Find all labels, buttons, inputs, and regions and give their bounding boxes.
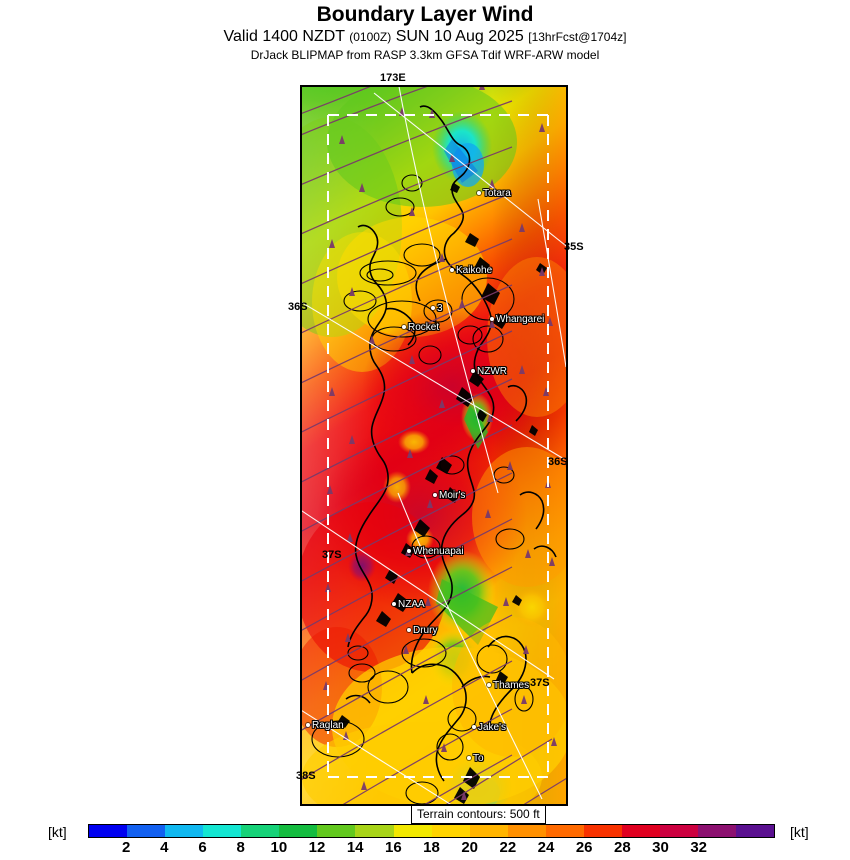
colorbar-swatch	[736, 825, 775, 837]
place-label-layer: Totara Kaikohe 3 Rocket Whangarei NZWR M…	[302, 87, 566, 804]
page-title: Boundary Layer Wind	[316, 3, 534, 26]
place-label: NZAA	[392, 599, 425, 610]
valid-time-line: Valid 1400 NZDT (0100Z) SUN 10 Aug 2025 …	[0, 27, 850, 47]
lat-lon-graticule	[302, 87, 566, 804]
place-marker-dot	[487, 683, 491, 687]
colorbar-tick: 28	[613, 839, 631, 856]
domain-box	[327, 114, 549, 778]
place-marker-dot	[472, 725, 476, 729]
terrain-contour-caption: Terrain contours: 500 ft	[411, 805, 546, 824]
place-marker-dot	[407, 549, 411, 553]
colorbar-swatch	[355, 825, 394, 837]
place-marker-dot	[450, 268, 454, 272]
place-marker-dot	[477, 191, 481, 195]
colorbar-swatch	[621, 825, 660, 837]
colorbar-tick: 10	[270, 839, 288, 856]
place-label: Totara	[477, 188, 511, 199]
colorbar-tick: 20	[461, 839, 478, 856]
place-marker-dot	[407, 628, 411, 632]
place-marker-dot	[392, 602, 396, 606]
colorbar-tick: 24	[537, 839, 555, 856]
colorbar-tick: 18	[423, 839, 440, 856]
wind-field-raster	[302, 87, 566, 804]
place-label: Drury	[407, 625, 437, 636]
colorbar-swatch	[165, 825, 204, 837]
valid-time-local: Valid 1400 NZDT	[223, 28, 345, 45]
grid-label-lon-173e: 173E	[380, 72, 406, 84]
place-label: Thames	[487, 680, 529, 691]
colorbar-tick: 14	[346, 839, 364, 856]
colorbar-swatch	[545, 825, 584, 837]
place-marker-dot	[490, 317, 494, 321]
place-label: Jake's	[472, 722, 506, 733]
colorbar-tick: 12	[308, 839, 326, 856]
colorbar-tick: 16	[384, 839, 402, 856]
wind-map: Totara Kaikohe 3 Rocket Whangarei NZWR M…	[300, 85, 568, 806]
place-marker-dot	[433, 493, 437, 497]
colorbar-swatch	[507, 825, 546, 837]
colorbar-swatch	[317, 825, 356, 837]
terrain-contours	[311, 174, 534, 804]
valid-date: SUN 10 Aug 2025	[395, 28, 524, 45]
place-label: Raglan	[306, 720, 344, 731]
valid-time-utc: (0100Z)	[349, 30, 392, 44]
place-label: Moir's	[433, 490, 465, 501]
forecast-tag: [13hrFcst@1704z]	[528, 30, 627, 44]
place-marker-dot	[431, 306, 435, 310]
colorbar-tick: 26	[575, 839, 593, 856]
place-label: Whangarei	[490, 314, 544, 325]
place-label: Rocket	[402, 322, 439, 333]
place-label: To	[467, 753, 484, 764]
model-description: DrJack BLIPMAP from RASP 3.3km GFSA Tdif…	[250, 48, 600, 62]
colorbar-swatch	[698, 825, 737, 837]
colorbar-swatch	[431, 825, 470, 837]
colorbar-tick: 6	[198, 839, 207, 856]
colorbar-swatch	[279, 825, 318, 837]
colorbar-tick: 8	[236, 839, 245, 856]
colorbar-tick-labels: 2 4 6 8 10 12 14 16 18 20 22 24 26 28 30 32	[88, 839, 775, 859]
wind-speed-colorbar: [kt] [kt] 2 4 6 8 10 12 14 16 18 20 22 24 26 28 30 32	[0, 824, 850, 860]
colorbar-swatch	[469, 825, 508, 837]
colorbar-tick: 2	[121, 839, 131, 856]
colorbar-swatch	[203, 825, 242, 837]
colorbar-tick: 32	[690, 839, 707, 856]
place-marker-dot	[471, 369, 475, 373]
colorbar-swatch	[583, 825, 622, 837]
colorbar-tick: 4	[160, 839, 169, 856]
place-marker-dot	[467, 756, 471, 760]
place-label: Whenuapai	[407, 546, 464, 557]
colorbar-swatch	[393, 825, 432, 837]
colorbar-swatch	[89, 825, 128, 837]
colorbar-gradient	[88, 824, 775, 838]
place-marker-dot	[306, 723, 310, 727]
chart-header: Boundary Layer Wind Valid 1400 NZDT (010…	[0, 0, 850, 63]
colorbar-swatch	[241, 825, 280, 837]
place-label: NZWR	[471, 366, 507, 377]
colorbar-swatch	[659, 825, 698, 837]
place-label: Kaikohe	[450, 265, 492, 276]
colorbar-unit-left: [kt]	[48, 824, 67, 840]
colorbar-tick: 30	[652, 839, 669, 856]
wind-arrow-heads	[323, 87, 557, 800]
place-label: 3	[431, 303, 443, 314]
colorbar-unit-right: [kt]	[790, 824, 809, 840]
colorbar-swatch	[127, 825, 166, 837]
place-marker-dot	[402, 325, 406, 329]
colorbar-tick: 22	[499, 839, 517, 856]
